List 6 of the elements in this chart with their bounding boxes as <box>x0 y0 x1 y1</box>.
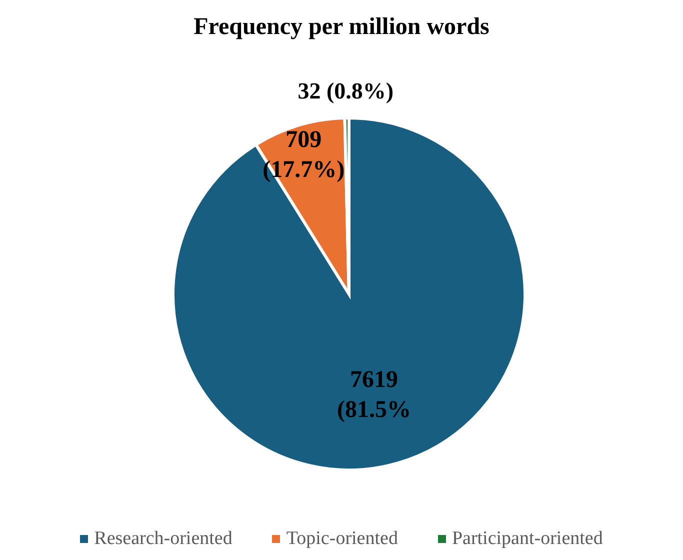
legend-label: Participant-oriented <box>450 528 603 550</box>
legend-label: Topic-oriented <box>285 528 398 550</box>
data-label: 32 (0.8%) <box>298 78 394 104</box>
chart-title: Frequency per million words <box>192 14 490 41</box>
legend-label: Research-oriented <box>93 528 232 550</box>
data-label: 7619 (81.5% <box>336 366 411 423</box>
